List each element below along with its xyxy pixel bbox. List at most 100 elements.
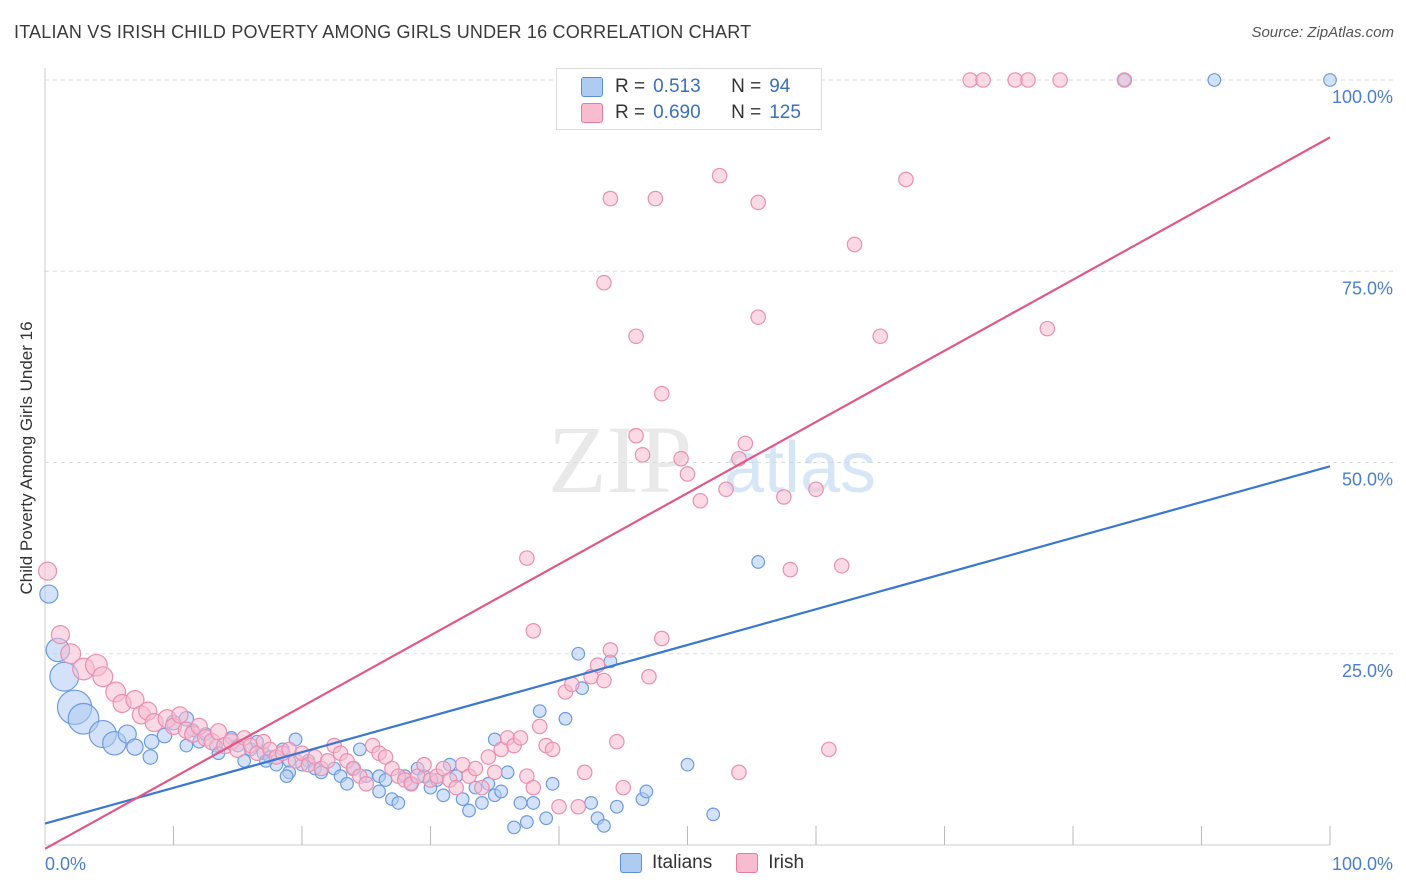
data-point-italians [532,704,547,719]
data-point-irish [634,447,651,463]
data-point-irish [615,779,632,796]
data-point-irish [171,706,189,724]
n-label: N = [731,102,762,123]
data-point-italians [436,788,451,803]
data-point-italians [142,749,159,765]
data-point-italians [519,815,534,829]
data-point-irish [602,642,619,658]
data-point-italians [545,776,560,791]
data-point-italians [143,733,160,750]
data-point-italians [609,799,624,814]
data-point-irish [962,72,978,88]
data-point-irish [448,779,464,796]
data-point-irish [596,274,612,291]
data-point-irish [92,666,114,688]
data-point-irish [808,481,824,498]
data-point-irish [776,489,792,505]
data-point-italians [494,784,509,799]
r-value: 0.513 [653,76,701,97]
gridlines [45,79,1395,655]
data-point-italians [1323,73,1337,87]
source-label: Source: ZipAtlas.com [1251,24,1394,41]
data-point-italians [507,820,521,835]
y-tick-label: 75.0% [1342,278,1393,298]
irish-swatch [581,103,603,123]
data-point-italians [680,757,695,772]
data-point-irish [647,190,664,207]
data-point-irish [531,718,548,735]
data-point-italians [706,807,721,822]
data-point-italians [455,792,470,806]
y-tick-label: 100.0% [1332,87,1393,107]
data-point-irish [50,625,71,645]
data-point-irish [846,236,863,253]
legend-item-italians[interactable]: Italians [620,852,712,874]
data-point-italians [751,555,766,569]
data-point-italians [539,811,554,826]
y-tick-label: 50.0% [1342,470,1393,490]
data-point-irish [358,775,375,792]
data-point-irish [1007,72,1023,88]
trend-line-irish [44,136,1331,850]
stats-row-italians: R = 0.513 N = 94 [581,75,790,99]
italians-swatch [581,77,603,97]
n-value: 94 [769,76,791,97]
data-point-italians [279,769,294,784]
r-label: R = [615,76,646,97]
data-point-irish [821,741,837,758]
series-legend: Italians Irish [620,852,828,874]
data-point-italians [526,796,541,810]
trend-line-italians [44,465,1331,825]
data-point-italians [462,803,476,818]
stats-row-irish: R = 0.690 N = 125 [581,101,801,125]
data-point-irish [602,190,619,207]
data-point-irish [833,557,850,574]
data-point-irish [628,328,644,345]
data-point-italians [558,711,573,726]
data-point-italians [391,796,406,810]
data-point-irish [1020,72,1036,88]
n-value: 125 [769,102,801,123]
r-value: 0.690 [653,102,701,123]
axes [44,68,1331,846]
data-point-irish [718,481,734,498]
data-point-irish [628,427,644,444]
legend-item-irish[interactable]: Irish [736,852,804,874]
data-point-italians [126,738,144,756]
data-point-italians [597,818,611,833]
watermark: ZIP atlas [548,406,876,513]
data-point-irish [782,561,799,578]
data-point-irish [519,550,535,566]
data-point-irish [653,630,670,647]
data-point-irish [731,764,747,781]
data-point-italians [571,646,586,661]
data-point-irish [673,450,689,467]
chart-title: ITALIAN VS IRISH CHILD POVERTY AMONG GIR… [14,22,752,42]
data-point-irish [60,643,82,665]
data-point-irish [467,760,484,777]
data-point-italians [39,584,59,604]
y-axis-label: Child Poverty Among Girls Under 16 [17,321,36,594]
stats-legend: R = 0.513 N = 94 R = 0.690 N = 125 [556,68,822,130]
data-point-irish [525,622,542,639]
watermark-zip: ZIP [548,406,692,513]
data-point-irish [474,779,490,796]
data-points [37,72,1337,835]
x-tick-label: 0.0% [45,854,86,874]
data-point-irish [416,756,432,773]
data-point-irish [679,466,696,482]
data-point-irish [544,741,561,758]
data-point-irish [525,779,542,796]
data-point-irish [512,730,529,746]
legend-label-italians: Italians [652,852,713,873]
trend-lines [44,136,1331,850]
italians-swatch [620,853,642,873]
data-point-irish [898,171,914,188]
x-tick-label: 100.0% [1332,854,1393,874]
data-point-irish [596,672,612,689]
data-point-italians [513,796,528,810]
data-point-italians [584,796,599,810]
data-point-irish [711,167,728,184]
data-point-irish [641,668,657,685]
